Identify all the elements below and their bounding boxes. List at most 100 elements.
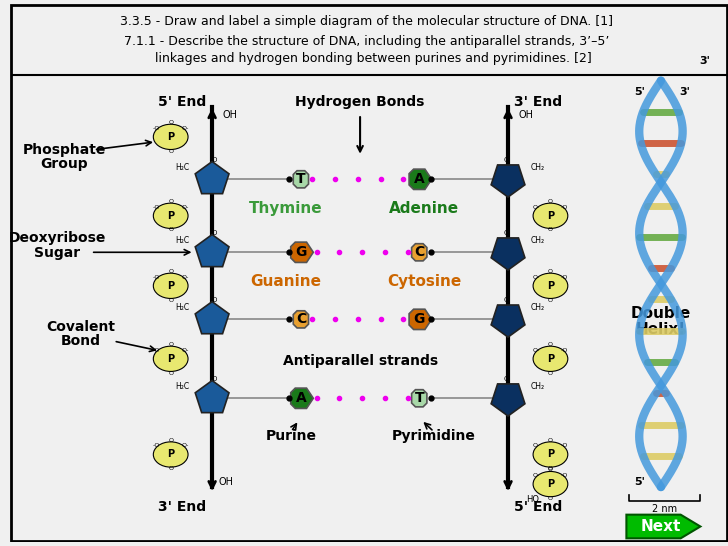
Polygon shape xyxy=(293,311,309,328)
Ellipse shape xyxy=(533,203,568,228)
Text: O-: O- xyxy=(533,443,540,448)
Text: O: O xyxy=(168,371,173,376)
Text: -O: -O xyxy=(561,473,569,478)
Text: CH₂: CH₂ xyxy=(531,303,545,312)
Polygon shape xyxy=(195,381,229,413)
Text: O-: O- xyxy=(533,473,540,478)
Text: O: O xyxy=(168,228,173,233)
Text: Covalent: Covalent xyxy=(47,321,116,334)
Text: Double: Double xyxy=(630,306,691,321)
Text: Deoxyribose: Deoxyribose xyxy=(9,232,106,246)
Text: P: P xyxy=(167,449,174,460)
FancyBboxPatch shape xyxy=(11,5,727,541)
Text: CH₂: CH₂ xyxy=(531,382,545,391)
Text: O: O xyxy=(211,157,217,163)
Text: 5' End: 5' End xyxy=(513,500,562,514)
Polygon shape xyxy=(195,235,229,266)
Text: OH: OH xyxy=(222,110,237,120)
Text: -O: -O xyxy=(153,348,160,353)
Text: Purine: Purine xyxy=(266,429,317,443)
Text: O: O xyxy=(211,376,217,382)
Text: O: O xyxy=(168,438,173,443)
Text: O-: O- xyxy=(533,348,540,353)
Text: O-: O- xyxy=(533,205,540,210)
Text: P: P xyxy=(167,132,174,142)
Polygon shape xyxy=(409,169,432,189)
Text: O: O xyxy=(548,438,553,443)
Ellipse shape xyxy=(533,442,568,467)
Text: O: O xyxy=(168,342,173,347)
Text: T: T xyxy=(414,391,424,405)
Polygon shape xyxy=(491,305,525,337)
Text: O: O xyxy=(168,269,173,274)
Polygon shape xyxy=(491,238,525,270)
Text: G: G xyxy=(296,245,306,259)
Text: O: O xyxy=(548,269,553,274)
Text: 5': 5' xyxy=(634,87,645,98)
Text: 3': 3' xyxy=(699,56,710,66)
Text: O: O xyxy=(548,342,553,347)
Text: Cytosine: Cytosine xyxy=(387,275,462,289)
Text: Bond: Bond xyxy=(61,334,101,348)
Text: O: O xyxy=(503,376,509,382)
Text: T: T xyxy=(296,173,306,186)
Text: Next: Next xyxy=(641,519,681,534)
Text: Pyrimidine: Pyrimidine xyxy=(392,429,476,443)
Text: -O: -O xyxy=(561,443,569,448)
Text: O: O xyxy=(211,229,217,235)
Text: O-: O- xyxy=(181,443,189,448)
Ellipse shape xyxy=(533,273,568,299)
Text: O: O xyxy=(168,199,173,204)
Text: O: O xyxy=(548,466,553,471)
Text: O: O xyxy=(548,467,553,472)
Ellipse shape xyxy=(154,124,188,150)
Text: Phosphate: Phosphate xyxy=(23,143,106,157)
Text: O: O xyxy=(548,371,553,376)
Text: H₂C: H₂C xyxy=(175,303,189,312)
Text: O-: O- xyxy=(533,275,540,280)
Text: 2 nm: 2 nm xyxy=(652,504,678,514)
Text: O: O xyxy=(548,199,553,204)
Ellipse shape xyxy=(154,346,188,371)
Polygon shape xyxy=(491,384,525,416)
Text: P: P xyxy=(167,354,174,364)
Text: Guanine: Guanine xyxy=(250,275,322,289)
Text: linkages and hydrogen bonding between purines and pyrimidines. [2]: linkages and hydrogen bonding between pu… xyxy=(143,52,591,66)
Text: Adenine: Adenine xyxy=(389,201,459,216)
Text: O: O xyxy=(168,120,173,125)
Polygon shape xyxy=(626,515,700,538)
Text: C: C xyxy=(414,245,424,259)
Text: 3.3.5 - Draw and label a simple diagram of the molecular structure of DNA. [1]: 3.3.5 - Draw and label a simple diagram … xyxy=(120,15,614,28)
Text: O: O xyxy=(548,228,553,233)
Ellipse shape xyxy=(154,442,188,467)
Text: H₂C: H₂C xyxy=(175,236,189,245)
Text: O: O xyxy=(548,298,553,302)
Text: Group: Group xyxy=(40,157,88,171)
Text: P: P xyxy=(547,281,554,291)
Text: -O: -O xyxy=(153,275,160,280)
Text: 5': 5' xyxy=(634,477,645,487)
Text: P: P xyxy=(547,211,554,221)
Text: Thymine: Thymine xyxy=(249,201,323,216)
Text: CH₂: CH₂ xyxy=(531,163,545,172)
Text: O: O xyxy=(548,496,553,501)
Text: P: P xyxy=(547,354,554,364)
Text: P: P xyxy=(547,449,554,460)
Text: O-: O- xyxy=(181,275,189,280)
Polygon shape xyxy=(195,301,229,334)
Text: H₂C: H₂C xyxy=(175,382,189,391)
Text: A: A xyxy=(296,391,306,405)
Text: -O: -O xyxy=(561,205,569,210)
Text: O-: O- xyxy=(181,205,189,210)
Text: HO: HO xyxy=(526,495,539,505)
Polygon shape xyxy=(195,162,229,194)
Text: OH: OH xyxy=(518,110,534,120)
Text: C: C xyxy=(296,312,306,327)
Polygon shape xyxy=(411,244,427,261)
Text: 5' End: 5' End xyxy=(159,96,207,109)
Polygon shape xyxy=(491,165,525,197)
Text: O-: O- xyxy=(181,348,189,353)
Text: P: P xyxy=(167,281,174,291)
Text: 7.1.1 - Describe the structure of DNA, including the antiparallel strands, 3’–5’: 7.1.1 - Describe the structure of DNA, i… xyxy=(124,35,609,48)
Text: O: O xyxy=(168,298,173,302)
